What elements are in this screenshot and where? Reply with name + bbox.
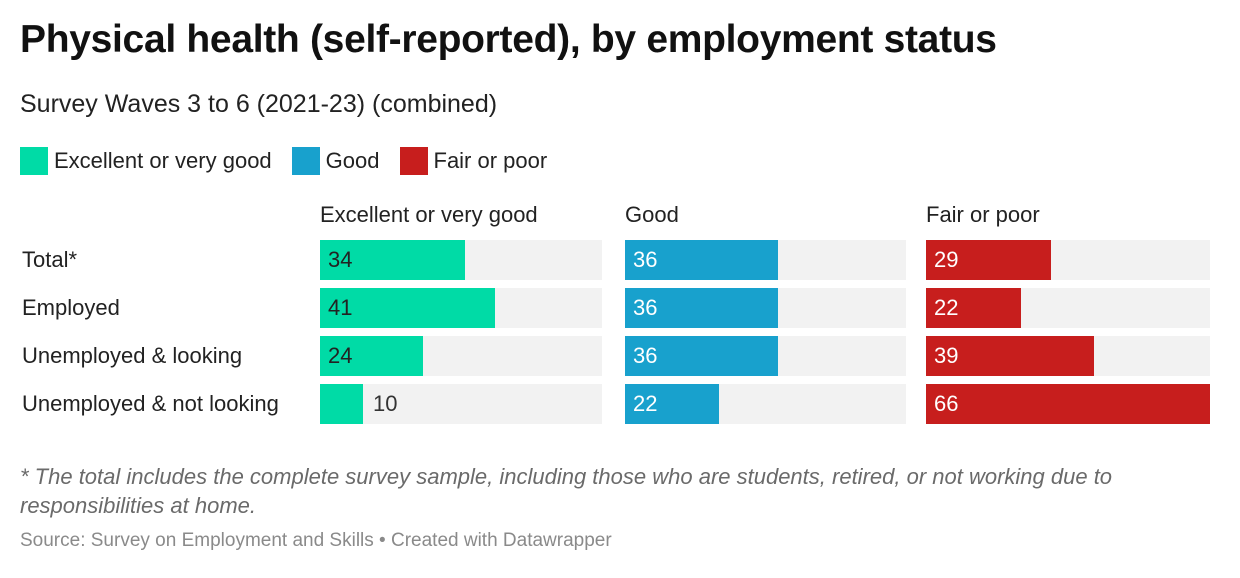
column-header-excellent-or-very-good: Excellent or very good <box>320 202 538 227</box>
bar-good-unemployed-not-looking <box>625 384 719 424</box>
row-label-total: Total* <box>22 247 78 272</box>
legend-swatch-excellent <box>20 147 48 175</box>
legend-swatch-fair <box>399 147 428 175</box>
data-label: 34 <box>328 247 353 272</box>
data-label: 36 <box>633 247 658 272</box>
bar-track: 66 <box>926 384 1210 424</box>
data-label: 66 <box>934 391 959 416</box>
data-label: 22 <box>633 391 658 416</box>
bar-track: 39 <box>926 336 1210 376</box>
row-label-employed: Employed <box>22 295 120 320</box>
bar-excellent-or-very-good-total <box>320 240 465 280</box>
bar-track: 34 <box>320 240 602 280</box>
bar-fair-or-poor-total <box>926 240 1051 280</box>
data-label: 36 <box>633 295 658 320</box>
bar-fair-or-poor-employed <box>926 288 1021 328</box>
bar-good-unemployed-looking <box>625 336 778 376</box>
column-header-good: Good <box>625 202 679 227</box>
bar-good-total <box>625 240 778 280</box>
bar-excellent-or-very-good-unemployed-not-looking <box>320 384 363 424</box>
row-label-unemployed-looking: Unemployed & looking <box>22 343 243 368</box>
bar-track: 41 <box>320 288 602 328</box>
data-label: 39 <box>934 343 959 368</box>
row-label-unemployed-not-looking: Unemployed & not looking <box>22 391 279 416</box>
bar-fair-or-poor-unemployed-looking <box>926 336 1094 376</box>
legend-swatch-good <box>291 147 320 175</box>
source-line: Source: Survey on Employment and Skills … <box>20 530 612 551</box>
bar-excellent-or-very-good-employed <box>320 288 495 328</box>
data-label: 24 <box>328 343 353 368</box>
bar-track: 22 <box>926 288 1210 328</box>
footnote: * The total includes the complete survey… <box>20 464 1113 518</box>
data-label: 10 <box>373 391 398 416</box>
legend-label-fair: Fair or poor <box>433 148 548 173</box>
legend-label-good: Good <box>325 148 380 173</box>
legend-item-excellent: Excellent or very good <box>20 147 272 175</box>
data-label: 36 <box>633 343 658 368</box>
bar-track: 36 <box>625 336 906 376</box>
bar-track: 24 <box>320 336 602 376</box>
legend-label-excellent: Excellent or very good <box>54 148 272 173</box>
bar-fair-or-poor-unemployed-not-looking <box>926 384 1210 424</box>
bar-track: 29 <box>926 240 1210 280</box>
legend-item-fair: Fair or poor <box>399 147 548 175</box>
legend-item-good: Good <box>291 147 380 175</box>
data-label: 41 <box>328 295 353 320</box>
chart-title: Physical health (self-reported), by empl… <box>20 18 997 61</box>
bar-excellent-or-very-good-unemployed-looking <box>320 336 423 376</box>
bar-track: 22 <box>625 384 906 424</box>
bar-track: 36 <box>625 288 906 328</box>
data-label: 22 <box>934 295 959 320</box>
column-header-fair-or-poor: Fair or poor <box>926 202 1040 227</box>
bar-track: 10 <box>320 384 602 424</box>
chart-subtitle: Survey Waves 3 to 6 (2021-23) (combined) <box>20 90 498 118</box>
bar-good-employed <box>625 288 778 328</box>
legend: Excellent or very good Good Fair or poor <box>20 145 567 177</box>
bar-track: 36 <box>625 240 906 280</box>
data-label: 29 <box>934 247 959 272</box>
